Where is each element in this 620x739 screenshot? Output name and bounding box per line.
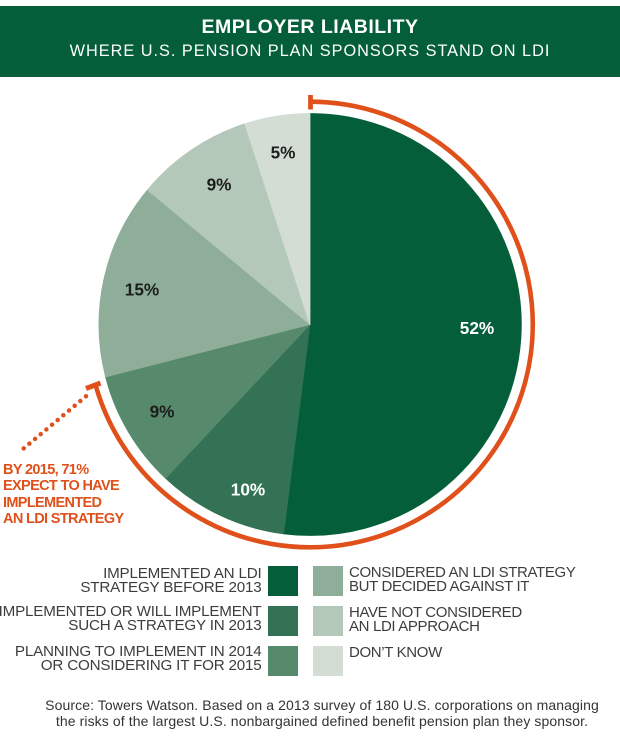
svg-text:9%: 9% — [150, 402, 175, 422]
svg-text:5%: 5% — [271, 143, 296, 163]
svg-text:52%: 52% — [460, 318, 494, 338]
svg-text:15%: 15% — [125, 280, 159, 300]
svg-text:10%: 10% — [231, 480, 265, 500]
svg-text:9%: 9% — [207, 175, 232, 195]
